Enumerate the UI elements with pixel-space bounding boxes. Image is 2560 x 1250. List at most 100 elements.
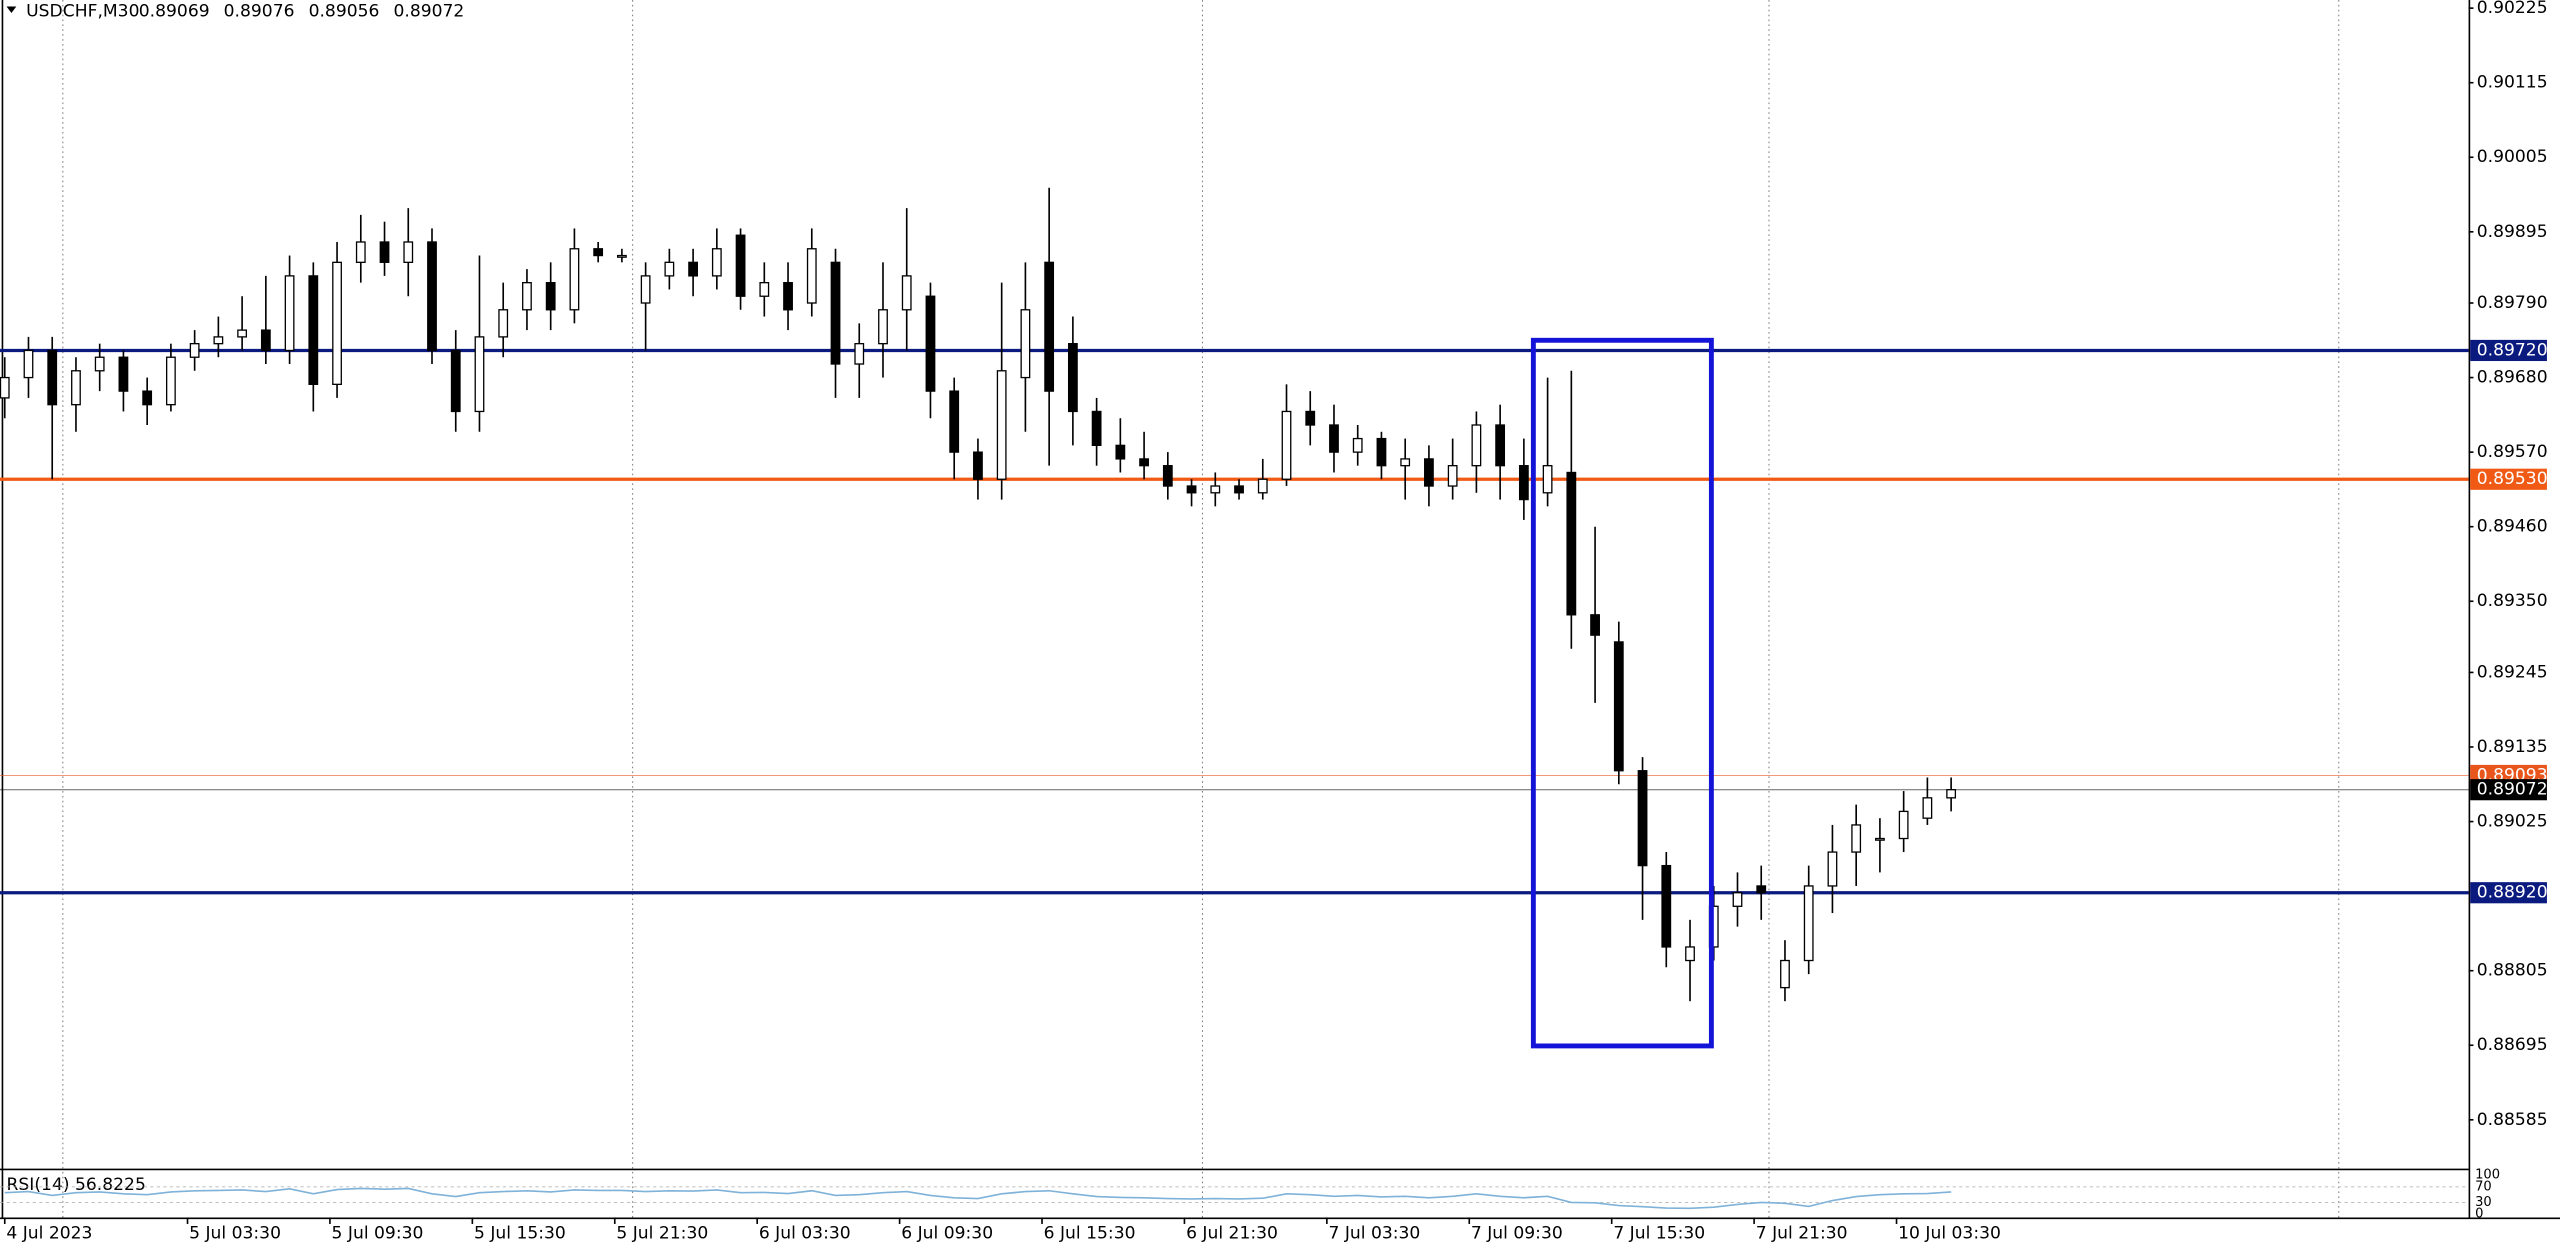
level-label-box — [2470, 339, 2547, 362]
y-tick-label: 0.89460 — [2477, 517, 2548, 537]
y-tick-label: 0.89135 — [2477, 737, 2548, 757]
menu-arrow[interactable] — [6, 6, 17, 14]
x-tick-label: 5 Jul 03:30 — [189, 1224, 281, 1244]
candle-body — [878, 309, 888, 345]
candle-body — [1376, 437, 1387, 467]
candle-body — [925, 295, 936, 392]
y-tick-label: 0.88695 — [2477, 1035, 2548, 1055]
candle-body — [1305, 410, 1316, 426]
candle-body — [23, 349, 34, 379]
candle-body — [1685, 946, 1695, 962]
candle-body — [783, 282, 793, 311]
candle-body — [71, 370, 81, 406]
candle-body — [830, 261, 841, 365]
y-tick-label: 0.88805 — [2477, 961, 2548, 981]
last-open: 0.89069 — [139, 1, 210, 21]
y-tick-label: 0.89350 — [2477, 591, 2548, 611]
last-close: 0.89072 — [393, 1, 464, 21]
candle-body — [806, 248, 817, 304]
candle-body — [427, 241, 437, 352]
x-tick-label: 6 Jul 15:30 — [1044, 1224, 1136, 1244]
candle-body — [1400, 458, 1411, 467]
candle-body — [1922, 797, 1933, 819]
candle-body — [973, 451, 983, 480]
candle-body — [1590, 614, 1600, 636]
candle-body — [711, 248, 722, 277]
candle-body — [1162, 465, 1173, 487]
x-tick-label: 7 Jul 15:30 — [1613, 1224, 1705, 1244]
candle-body — [854, 343, 865, 365]
candle-body — [1495, 424, 1506, 467]
level-label: 0.89530 — [2477, 469, 2548, 489]
last-high: 0.89076 — [224, 1, 295, 21]
level-label: 0.89072 — [2477, 780, 2548, 800]
rsi-line — [4, 1187, 1952, 1210]
candle-body — [1447, 465, 1458, 487]
y-tick-label: 0.89680 — [2477, 368, 2548, 388]
rsi-label: RSI(14) 56.8225 — [7, 1175, 146, 1195]
y-tick-label: 0.90225 — [2477, 0, 2548, 18]
candle-body — [284, 275, 295, 352]
x-tick-label: 6 Jul 09:30 — [901, 1224, 993, 1244]
candle-body — [1518, 465, 1529, 501]
x-tick-label: 7 Jul 03:30 — [1328, 1224, 1420, 1244]
x-tick-label: 5 Jul 21:30 — [616, 1224, 708, 1244]
y-tick-label: 0.89570 — [2477, 442, 2548, 462]
candle-body — [498, 309, 509, 338]
candle-body — [1827, 851, 1838, 887]
x-tick-label: 6 Jul 03:30 — [759, 1224, 851, 1244]
candle-body — [308, 275, 319, 385]
candle-body — [1471, 424, 1482, 467]
x-tick-label: 6 Jul 21:30 — [1186, 1224, 1278, 1244]
candle-body — [332, 261, 342, 385]
candle-body — [1329, 424, 1339, 453]
candle-body — [260, 329, 271, 352]
candle-body — [1566, 471, 1577, 616]
candle-body — [1898, 810, 1909, 840]
level-label-box — [2470, 882, 2547, 904]
highlight-box — [1530, 337, 1714, 1049]
candle-body — [1542, 465, 1553, 494]
candle-body — [1803, 885, 1814, 962]
candle-body — [237, 329, 248, 338]
candle-body — [403, 241, 414, 263]
y-tick-label: 0.90115 — [2477, 73, 2548, 93]
candle-body — [1352, 437, 1363, 453]
candle-body — [1020, 309, 1031, 379]
rsi-tick-label: 0 — [2475, 1207, 2483, 1222]
candle-body — [1139, 458, 1149, 467]
x-tick-label: 5 Jul 09:30 — [332, 1224, 424, 1244]
candle-body — [118, 356, 129, 392]
last-low: 0.89056 — [309, 1, 380, 21]
candle-body — [1234, 485, 1244, 494]
candle-body — [1281, 410, 1292, 480]
rsi-tick-label: 100 — [2475, 1168, 2500, 1183]
symbol: USDCHF,M30 — [26, 1, 139, 21]
candle-body — [1732, 892, 1743, 907]
candle-body — [47, 349, 58, 406]
candle-body — [1780, 959, 1790, 989]
candle-body — [1946, 789, 1957, 799]
candle-body — [1851, 824, 1862, 853]
y-tick-label: 0.89245 — [2477, 662, 2548, 682]
x-tick-label: 5 Jul 15:30 — [474, 1224, 566, 1244]
candle-body — [1424, 458, 1434, 487]
candle-body — [949, 390, 960, 453]
candle-body — [213, 336, 224, 345]
level-label: 0.88920 — [2477, 883, 2548, 903]
candle-body — [1756, 885, 1767, 894]
candle-body — [189, 343, 200, 358]
candle-body — [569, 248, 580, 311]
rsi-tick-label: 30 — [2475, 1195, 2492, 1210]
candle-body — [94, 356, 105, 372]
candle-body — [166, 356, 176, 406]
candle-body — [1186, 485, 1197, 494]
candle-body — [640, 275, 651, 304]
candle-body — [593, 248, 604, 257]
candle-body — [1637, 770, 1648, 867]
y-tick-label: 0.90005 — [2477, 147, 2548, 167]
candle-body — [616, 254, 627, 258]
y-tick-label: 0.89895 — [2477, 222, 2548, 242]
